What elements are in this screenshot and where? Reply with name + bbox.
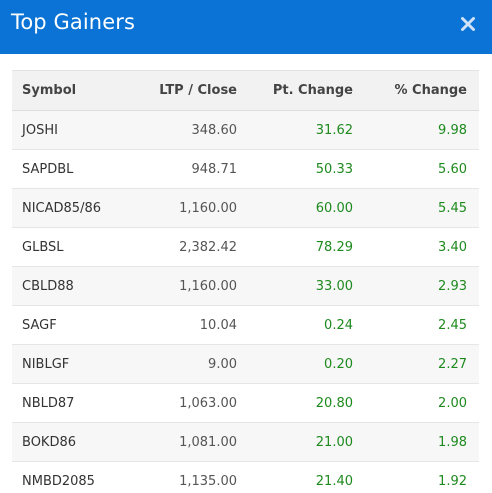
table-row[interactable]: JOSHI 348.60 31.62 9.98 (12, 110, 479, 150)
table-row[interactable]: NIBLGF 9.00 0.20 2.27 (12, 344, 479, 384)
symbol-cell[interactable]: BOKD86 (12, 422, 122, 462)
table-row[interactable]: CBLD88 1,160.00 33.00 2.93 (12, 266, 479, 306)
pt-change-cell: 33.00 (239, 266, 357, 306)
column-header-pt-change[interactable]: Pt. Change (239, 70, 357, 111)
pct-change-cell: 2.27 (357, 344, 479, 384)
pt-change-cell: 60.00 (239, 188, 357, 228)
symbol-cell[interactable]: NIBLGF (12, 344, 122, 384)
gainers-table: Symbol LTP / Close Pt. Change % Change J… (12, 70, 479, 493)
table-row[interactable]: GLBSL 2,382.42 78.29 3.40 (12, 227, 479, 267)
table-row[interactable]: NICAD85/86 1,160.00 60.00 5.45 (12, 188, 479, 228)
symbol-cell[interactable]: SAPDBL (12, 149, 122, 189)
ltp-cell: 2,382.42 (122, 227, 239, 267)
table-header-row: Symbol LTP / Close Pt. Change % Change (12, 70, 479, 111)
pt-change-cell: 50.33 (239, 149, 357, 189)
pt-change-cell: 0.20 (239, 344, 357, 384)
gainers-table-container: Symbol LTP / Close Pt. Change % Change J… (12, 70, 479, 493)
pt-change-cell: 78.29 (239, 227, 357, 267)
ltp-cell: 948.71 (122, 149, 239, 189)
pct-change-cell: 5.60 (357, 149, 479, 189)
ltp-cell: 348.60 (122, 110, 239, 150)
column-header-pct-change[interactable]: % Change (357, 70, 479, 111)
table-row[interactable]: BOKD86 1,081.00 21.00 1.98 (12, 422, 479, 462)
close-icon (460, 16, 476, 36)
pct-change-cell: 2.00 (357, 383, 479, 423)
symbol-cell[interactable]: NICAD85/86 (12, 188, 122, 228)
ltp-cell: 1,081.00 (122, 422, 239, 462)
ltp-cell: 1,135.00 (122, 461, 239, 493)
ltp-cell: 1,063.00 (122, 383, 239, 423)
modal-header: Top Gainers (0, 0, 492, 54)
symbol-cell[interactable]: CBLD88 (12, 266, 122, 306)
close-button[interactable] (456, 14, 480, 38)
table-row[interactable]: NBLD87 1,063.00 20.80 2.00 (12, 383, 479, 423)
symbol-cell[interactable]: GLBSL (12, 227, 122, 267)
symbol-cell[interactable]: JOSHI (12, 110, 122, 150)
ltp-cell: 1,160.00 (122, 188, 239, 228)
pt-change-cell: 31.62 (239, 110, 357, 150)
pct-change-cell: 3.40 (357, 227, 479, 267)
symbol-cell[interactable]: NBLD87 (12, 383, 122, 423)
column-header-symbol[interactable]: Symbol (12, 70, 122, 111)
ltp-cell: 10.04 (122, 305, 239, 345)
pt-change-cell: 21.40 (239, 461, 357, 493)
pct-change-cell: 9.98 (357, 110, 479, 150)
pt-change-cell: 0.24 (239, 305, 357, 345)
pt-change-cell: 20.80 (239, 383, 357, 423)
pct-change-cell: 1.98 (357, 422, 479, 462)
symbol-cell[interactable]: SAGF (12, 305, 122, 345)
pct-change-cell: 1.92 (357, 461, 479, 493)
ltp-cell: 1,160.00 (122, 266, 239, 306)
pct-change-cell: 2.45 (357, 305, 479, 345)
table-row[interactable]: NMBD2085 1,135.00 21.40 1.92 (12, 461, 479, 493)
symbol-cell[interactable]: NMBD2085 (12, 461, 122, 493)
pct-change-cell: 5.45 (357, 188, 479, 228)
column-header-ltp[interactable]: LTP / Close (122, 70, 239, 111)
table-row[interactable]: SAGF 10.04 0.24 2.45 (12, 305, 479, 345)
pct-change-cell: 2.93 (357, 266, 479, 306)
modal-title: Top Gainers (11, 10, 135, 34)
table-row[interactable]: SAPDBL 948.71 50.33 5.60 (12, 149, 479, 189)
pt-change-cell: 21.00 (239, 422, 357, 462)
ltp-cell: 9.00 (122, 344, 239, 384)
